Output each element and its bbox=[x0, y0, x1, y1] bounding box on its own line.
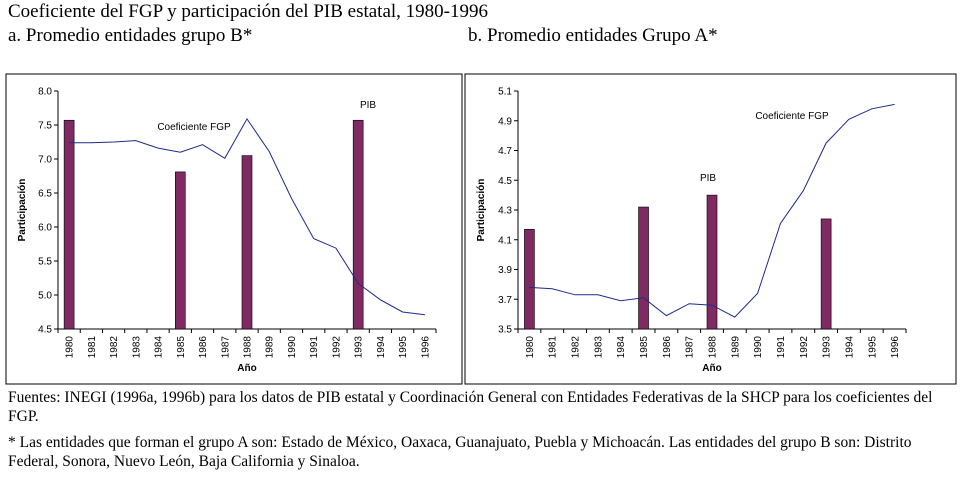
chart-b-y-tick-label: 4.1 bbox=[498, 235, 512, 246]
figure-title: Coeficiente del FGP y participación del … bbox=[8, 1, 488, 22]
chart-b-x-tick-label: 1991 bbox=[776, 336, 787, 359]
chart-a-x-tick-label: 1981 bbox=[87, 336, 98, 359]
chart-a-fgp-line bbox=[69, 117, 425, 316]
chart-a-frame bbox=[5, 73, 463, 385]
chart-a-x-axis-title: Año bbox=[237, 363, 256, 374]
chart-a-y-tick-label: 7.0 bbox=[38, 155, 52, 166]
chart-a-x-tick-label: 1994 bbox=[376, 336, 387, 359]
chart-b-x-tick-label: 1986 bbox=[662, 336, 673, 359]
chart-b-x-tick-label: 1980 bbox=[525, 336, 536, 359]
chart-b-x-tick-label: 1996 bbox=[890, 336, 901, 359]
chart-b-x-tick-label: 1981 bbox=[548, 336, 559, 359]
chart-b-x-axis-title: Año bbox=[702, 363, 721, 374]
chart-a-y-tick-label: 5.5 bbox=[38, 257, 52, 268]
chart-a-x-tick-label: 1986 bbox=[198, 336, 209, 359]
chart-b-pib-bar bbox=[638, 206, 649, 330]
chart-a-x-tick-label: 1991 bbox=[309, 336, 320, 359]
chart-b-pib-bar bbox=[820, 218, 832, 330]
chart-b-y-tick-label: 3.9 bbox=[498, 265, 512, 276]
groups-footnote: * Las entidades que forman el grupo A so… bbox=[8, 434, 912, 470]
chart-a-pib-bar bbox=[241, 155, 253, 330]
chart-a-x-tick-label: 1990 bbox=[287, 336, 298, 359]
subtitle-group-b: a. Promedio entidades grupo B* bbox=[8, 25, 253, 46]
chart-a-x-tick-label: 1985 bbox=[176, 336, 187, 359]
chart-a-pib-annotation: PIB bbox=[360, 100, 376, 111]
chart-a-pib-bar bbox=[174, 171, 186, 330]
chart-b-x-tick-label: 1982 bbox=[571, 336, 582, 359]
chart-a-x-tick-label: 1995 bbox=[398, 336, 409, 359]
chart-b-x-tick-label: 1994 bbox=[844, 336, 855, 359]
chart-a-x-tick-label: 1993 bbox=[354, 336, 365, 359]
chart-b-pib-bar bbox=[524, 229, 535, 330]
chart-a-y-tick-label: 6.0 bbox=[38, 223, 52, 234]
chart-b-x-tick-label: 1993 bbox=[822, 336, 833, 359]
chart-b-x-tick-label: 1985 bbox=[639, 336, 650, 359]
chart-b-y-tick-label: 4.9 bbox=[498, 116, 512, 127]
chart-a-x-tick-label: 1989 bbox=[265, 336, 276, 359]
chart-b-x-tick-label: 1987 bbox=[685, 336, 696, 359]
chart-a-x-tick-label: 1996 bbox=[420, 336, 431, 359]
chart-a-fgp-annotation: Coeficiente FGP bbox=[157, 122, 231, 133]
chart-a-y-tick-label: 5.0 bbox=[38, 291, 52, 302]
chart-b-pib-bar bbox=[706, 194, 718, 330]
chart-a-x-tick-label: 1988 bbox=[243, 336, 254, 359]
chart-b-pib-annotation: PIB bbox=[700, 173, 716, 184]
chart-a-x-tick-label: 1982 bbox=[109, 336, 120, 359]
chart-b-x-tick-label: 1990 bbox=[753, 336, 764, 359]
sources-footnote: Fuentes: INEGI (1996a, 1996b) para los d… bbox=[8, 389, 933, 425]
chart-a-x-tick-label: 1983 bbox=[131, 336, 142, 359]
chart-a-x-tick-label: 1992 bbox=[331, 336, 342, 359]
chart-b-x-tick-label: 1992 bbox=[799, 336, 810, 359]
subtitle-group-a: b. Promedio entidades Grupo A* bbox=[468, 25, 718, 46]
chart-b-y-tick-label: 3.7 bbox=[498, 295, 512, 306]
chart-a-pib-bar bbox=[63, 119, 75, 330]
chart-b-y-tick-label: 3.5 bbox=[498, 325, 512, 336]
chart-b-x-tick-label: 1988 bbox=[708, 336, 719, 359]
chart-a-y-axis-title: Participación bbox=[17, 179, 28, 242]
chart-a-x-tick-label: 1984 bbox=[154, 336, 165, 359]
chart-b-y-tick-label: 4.3 bbox=[498, 206, 512, 217]
chart-b-y-tick-label: 4.7 bbox=[498, 146, 512, 157]
chart-b-y-axis-title: Participación bbox=[476, 179, 487, 242]
chart-a-y-tick-label: 7.5 bbox=[38, 121, 52, 132]
chart-a-y-tick-label: 6.5 bbox=[38, 189, 52, 200]
chart-b-x-tick-label: 1989 bbox=[730, 336, 741, 359]
chart-b-x-tick-label: 1995 bbox=[867, 336, 878, 359]
chart-a-x-tick-label: 1980 bbox=[65, 336, 76, 359]
chart-a-pib-bar bbox=[352, 119, 364, 330]
chart-b-fgp-line bbox=[529, 103, 895, 318]
chart-b-frame bbox=[464, 73, 957, 385]
chart-a-y-tick-label: 4.5 bbox=[38, 325, 52, 336]
chart-b-x-tick-label: 1983 bbox=[593, 336, 604, 359]
chart-b-y-tick-label: 5.1 bbox=[498, 87, 512, 98]
chart-b-fgp-annotation: Coeficiente FGP bbox=[755, 111, 829, 122]
chart-a-y-tick-label: 8.0 bbox=[38, 87, 52, 98]
chart-b-x-tick-label: 1984 bbox=[616, 336, 627, 359]
chart-b-y-tick-label: 4.5 bbox=[498, 176, 512, 187]
chart-a-x-tick-label: 1987 bbox=[220, 336, 231, 359]
